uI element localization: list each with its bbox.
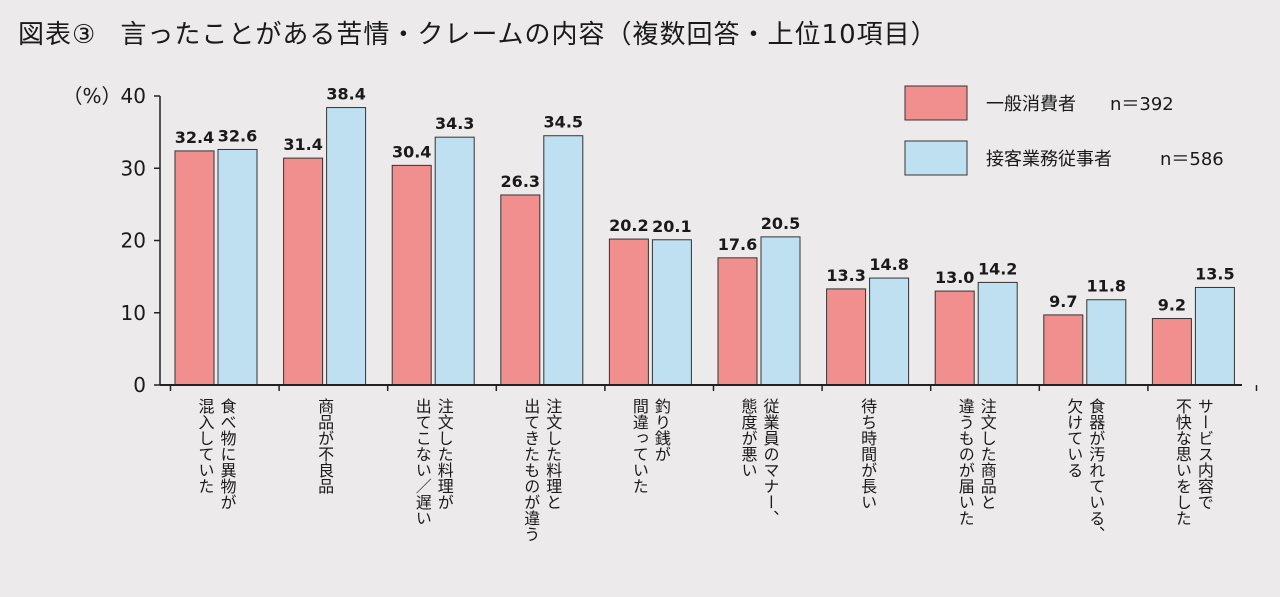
category-label: 食器が汚れている、 [1086, 398, 1105, 542]
bar-staff [869, 277, 910, 386]
category-label: 釣り銭が [652, 398, 671, 462]
category-label: 注文した料理が [435, 398, 454, 510]
y-tick-label: 10 [121, 301, 146, 325]
bar-value-label: 34.5 [544, 113, 583, 132]
bar-staff [760, 236, 801, 386]
legend-swatch [904, 85, 968, 121]
y-tick-label: 0 [133, 373, 146, 397]
figure-title: 言ったことがある苦情・クレームの内容（複数回答・上位10項目） [120, 20, 938, 50]
category-label: 従業員のマナー、 [761, 398, 780, 526]
category-label: 注文した商品と [978, 398, 997, 510]
category-label: サービス内容で [1195, 398, 1214, 510]
category-label: 混入していた [196, 398, 215, 494]
category-label: 待ち時間が長い [858, 398, 877, 510]
y-tick-label: 30 [121, 156, 146, 180]
bar-general [717, 257, 758, 386]
category-label: 態度が悪い [739, 398, 758, 478]
bar-value-label: 32.6 [218, 126, 257, 145]
category-label: 違うものが届いた [956, 398, 975, 526]
bar-value-label: 32.4 [175, 128, 214, 147]
bar-value-label: 31.4 [283, 135, 322, 154]
bar-staff [217, 148, 258, 386]
category-label: 商品が不良品 [315, 398, 334, 494]
bar-value-label: 38.4 [326, 85, 365, 104]
bar-value-label: 13.3 [826, 266, 865, 285]
bar-general [174, 150, 215, 386]
bar-staff [434, 136, 475, 386]
figure-label: 図表③ [18, 20, 97, 50]
bar-value-label: 11.8 [1087, 277, 1126, 296]
category-label: 食べ物に異物が [218, 398, 237, 510]
bar-general [500, 194, 541, 386]
bar-value-label: 20.2 [609, 216, 648, 235]
bar-value-label: 13.5 [1195, 264, 1234, 283]
y-tick-label: 20 [121, 229, 146, 253]
legend-swatch [904, 140, 968, 176]
bar-general [283, 157, 324, 386]
bar-staff [1194, 286, 1235, 386]
bar-staff [651, 239, 692, 386]
bar-general [1151, 318, 1192, 386]
bar-general [1043, 314, 1084, 386]
legend-label: 接客業務従事者 [986, 149, 1112, 170]
bar-value-label: 20.1 [652, 217, 691, 236]
category-label: 間違っていた [630, 398, 649, 494]
bar-general [934, 290, 975, 386]
bar-value-label: 13.0 [935, 268, 974, 287]
bar-value-label: 20.5 [761, 214, 800, 233]
legend-sample-size: n＝392 [1110, 94, 1174, 115]
legend-label: 一般消費者 [986, 94, 1076, 115]
bar-staff [326, 107, 367, 386]
bar-staff [977, 281, 1018, 386]
y-axis-unit-label: （%） [62, 84, 121, 108]
legend-sample-size: n＝586 [1160, 149, 1224, 170]
bar-value-label: 26.3 [501, 172, 540, 191]
bar-value-label: 14.2 [978, 259, 1017, 278]
bar-value-label: 17.6 [718, 235, 757, 254]
category-label: 注文した料理と [543, 398, 562, 510]
bar-value-label: 9.7 [1049, 292, 1077, 311]
y-tick-label: 40 [121, 84, 146, 108]
bar-general [608, 238, 649, 386]
bar-value-label: 34.3 [435, 114, 474, 133]
chart-title: 図表③ 言ったことがある苦情・クレームの内容（複数回答・上位10項目） [18, 14, 938, 51]
category-label: 欠けている [1064, 398, 1083, 478]
category-label: 出てこない／遅い [413, 398, 432, 526]
bar-general [391, 164, 432, 386]
bar-value-label: 30.4 [392, 142, 431, 161]
bar-staff [1086, 299, 1127, 386]
bar-value-label: 14.8 [869, 255, 908, 274]
category-label: 出てきたものが違う [521, 398, 540, 542]
bar-value-label: 9.2 [1158, 296, 1186, 315]
bar-general [826, 288, 867, 386]
category-label: 不快な思いをした [1173, 398, 1192, 526]
bar-staff [543, 135, 584, 386]
